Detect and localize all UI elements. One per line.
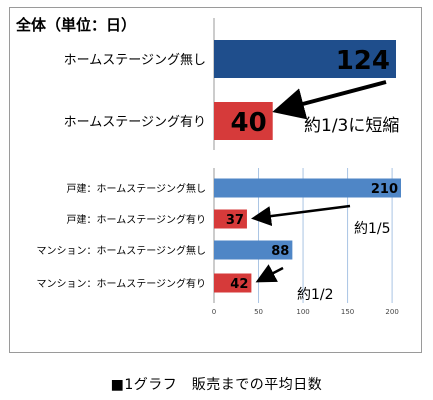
chart1-category-label-1: ホームステージング有り — [64, 115, 206, 130]
chart2-tick-label-2: 100 — [296, 308, 309, 316]
chart2-tick-label-3: 150 — [341, 308, 354, 316]
chart1-bar-0 — [214, 40, 396, 78]
chart2-bar-0 — [214, 178, 401, 198]
chart2-category-label-3: マンション：ホームステージング有り — [37, 277, 207, 290]
chart2-tick-label-4: 200 — [385, 308, 398, 316]
chart2-annotation-arrow-1 — [251, 204, 351, 227]
chart1-value-label-1: 40 — [231, 108, 267, 138]
chart2-tick-label-1: 50 — [254, 308, 263, 316]
chart1-category-label-0: ホームステージング無し — [64, 53, 206, 68]
chart2-value-label-1: 37 — [226, 213, 244, 228]
chart1-annotation: 約1/3に短縮 — [304, 116, 399, 136]
chart2-annotation-2: 約1/2 — [297, 287, 334, 303]
figure-caption: ■1グラフ 販売までの平均日数 — [110, 377, 323, 393]
chart2-value-label-2: 88 — [271, 244, 289, 259]
chart1-value-label-0: 124 — [336, 46, 390, 76]
chart2-bar-3 — [214, 273, 252, 293]
chart1-bar-1 — [214, 102, 273, 140]
chart2-value-label-0: 210 — [371, 182, 398, 197]
chart2-annotation-arrow-2 — [255, 264, 284, 283]
chart2-value-label-3: 42 — [230, 277, 248, 292]
chart2-bar-2 — [214, 240, 293, 260]
chart2-category-label-0: 戸建：ホームステージング無し — [67, 182, 207, 195]
chart2-tick-label-0: 0 — [212, 308, 216, 316]
chart2-category-label-2: マンション：ホームステージング無し — [37, 244, 207, 257]
chart2-bar-1 — [214, 209, 247, 229]
chart1-annotation-arrow — [272, 80, 387, 120]
chart1-title: 全体（単位：日） — [15, 16, 136, 34]
chart2-category-label-1: 戸建：ホームステージング有り — [67, 213, 207, 226]
chart2-annotation-1: 約1/5 — [354, 221, 391, 237]
